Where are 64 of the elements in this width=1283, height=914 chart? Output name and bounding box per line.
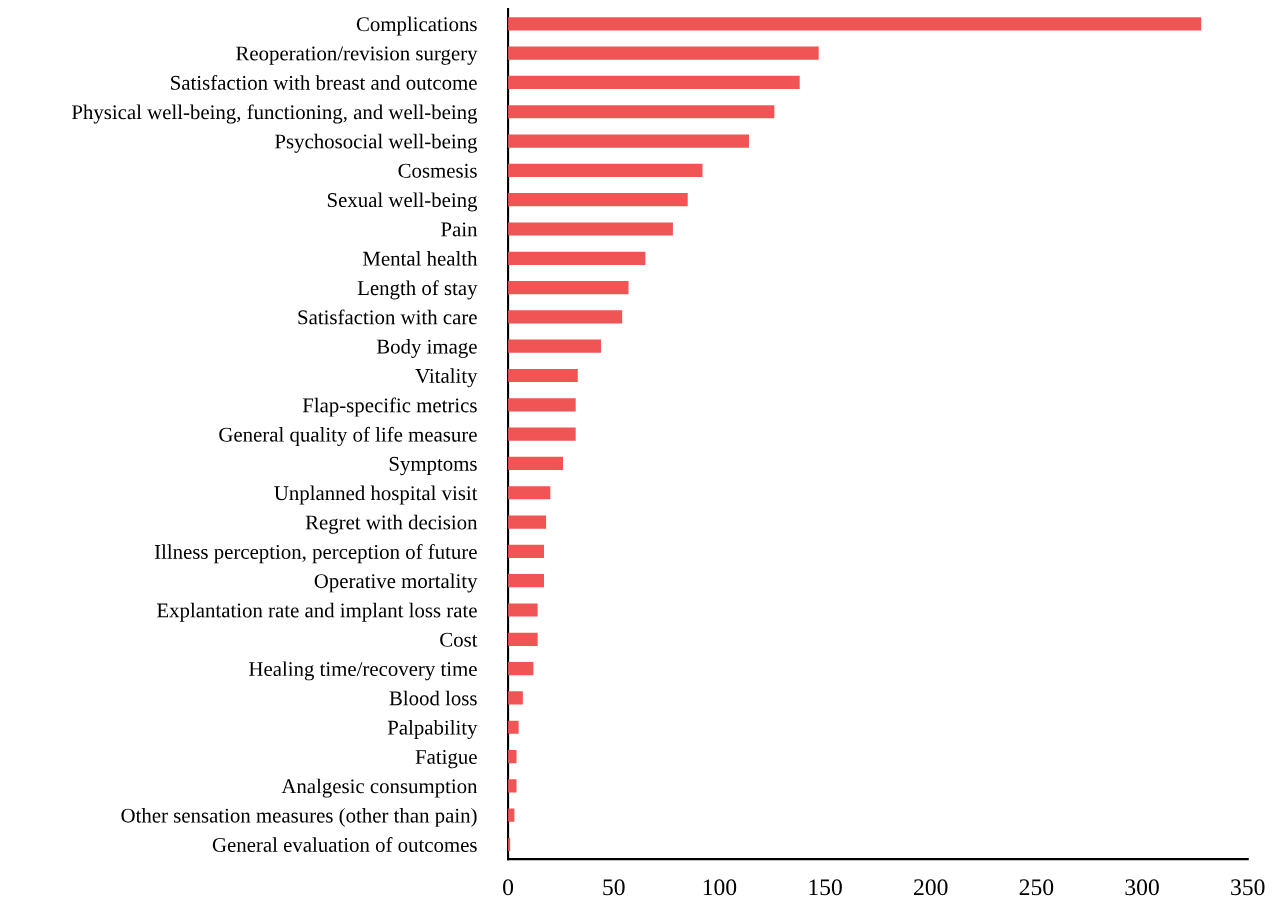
bar: [508, 310, 623, 324]
bar: [508, 603, 538, 617]
bar: [508, 46, 819, 60]
y-tick-label: Physical well-being, functioning, and well-being: [71, 104, 478, 124]
bar: [508, 427, 576, 441]
y-tick-label: Complications: [356, 16, 477, 36]
y-tick-label: Length of stay: [357, 280, 478, 300]
bar: [508, 251, 646, 265]
bar: [508, 339, 602, 353]
bar: [508, 662, 534, 676]
x-tick-label: 0: [503, 879, 514, 896]
y-tick-label: Flap-specific metrics: [302, 397, 477, 417]
y-tick-label: Regret with decision: [305, 514, 478, 534]
y-tick-label: Vitality: [415, 368, 478, 388]
bar: [508, 17, 1202, 31]
bar: [508, 779, 517, 793]
y-tick-label: Blood loss: [389, 690, 477, 706]
bar: [508, 486, 551, 500]
bar: [508, 720, 519, 734]
y-tick-label: Reoperation/revision surgery: [236, 46, 478, 65]
x-tick-label: 150: [809, 879, 842, 896]
y-tick-label: Symptoms: [389, 456, 477, 476]
x-tick-label: 250: [1019, 879, 1054, 896]
y-tick-label: Sexual well-being: [327, 192, 478, 212]
x-tick-label: 350: [1231, 879, 1265, 896]
bar: [508, 632, 538, 646]
bar: [508, 691, 523, 705]
y-tick-label: Satisfaction with care: [298, 309, 477, 325]
bar: [508, 398, 576, 412]
y-tick-label: General evaluation of outcomes: [212, 837, 477, 852]
bar: [508, 222, 673, 236]
bar: [508, 749, 517, 764]
bar: [508, 105, 775, 119]
bar: [508, 456, 564, 471]
y-tick-label: Operative mortality: [314, 573, 478, 593]
y-tick-label: Illness perception, perception of future: [154, 544, 477, 564]
x-tick-label: 200: [914, 879, 948, 896]
bar: [508, 368, 578, 383]
y-tick-label: Analgesic consumption: [281, 778, 478, 798]
y-tick-label: Satisfaction with breast and outcome: [171, 74, 477, 90]
bar: [508, 515, 547, 529]
bar: [508, 193, 688, 207]
x-tick-label: 100: [703, 879, 737, 896]
y-tick-label: Cosmesis: [398, 163, 477, 178]
bar: [508, 163, 703, 177]
y-tick-label: Explantation rate and implant loss rate: [157, 602, 477, 622]
y-tick-label: Healing time/recovery time: [249, 661, 477, 681]
bar: [508, 75, 800, 90]
y-tick-label: Body image: [376, 338, 477, 358]
y-tick-label: Mental health: [362, 251, 478, 266]
y-tick-label: Palpability: [387, 720, 478, 739]
y-tick-label: Cost: [440, 632, 478, 647]
y-tick-label: General quality of life measure: [219, 426, 477, 446]
y-tick-label: Fatigue: [415, 749, 477, 769]
x-tick-label: 50: [603, 879, 625, 896]
bar: [508, 544, 544, 558]
y-tick-label: Other sensation measures (other than pain): [121, 807, 477, 827]
y-tick-label: Unplanned hospital visit: [274, 485, 478, 505]
bar: [508, 281, 629, 295]
x-tick-label: 300: [1125, 879, 1159, 896]
bar: [508, 134, 749, 148]
y-tick-label: Psychosocial well-being: [275, 133, 478, 153]
bar: [508, 574, 544, 588]
y-tick-label: Pain: [441, 222, 478, 237]
